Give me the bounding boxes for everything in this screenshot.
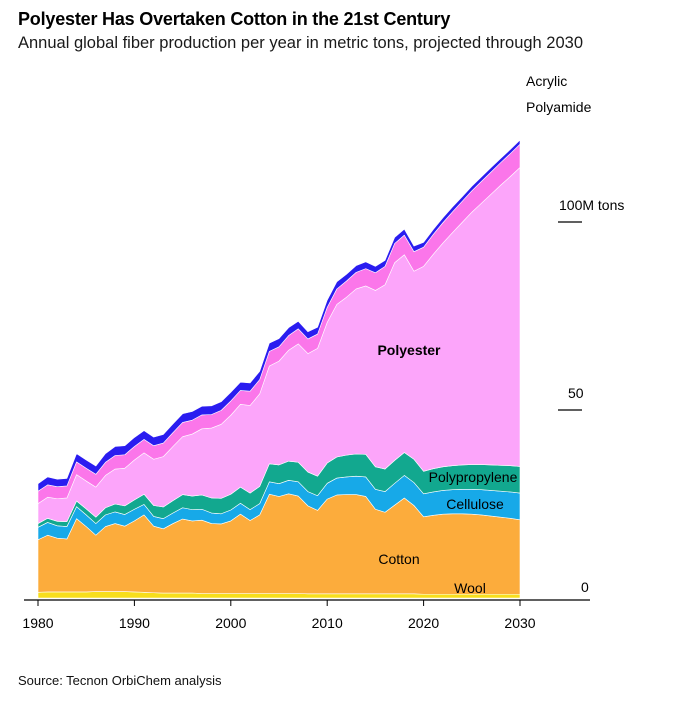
- x-tick-label-1990: 1990: [119, 615, 150, 631]
- area-acrylic: [37, 139, 521, 492]
- x-tick-label-2010: 2010: [312, 615, 343, 631]
- series-label-cotton: Cotton: [378, 551, 419, 567]
- y-axis: 0 50 100M tons: [558, 197, 624, 595]
- series-label-polyester: Polyester: [377, 342, 441, 358]
- x-tick-label-1980: 1980: [22, 615, 53, 631]
- series-label-acrylic: Acrylic: [526, 73, 567, 89]
- y-tick-label-100: 100M tons: [559, 197, 624, 213]
- y-tick-label-0: 0: [581, 579, 589, 595]
- x-tick-label-2030: 2030: [504, 615, 535, 631]
- series-label-wool: Wool: [454, 580, 486, 596]
- chart-title: Polyester Has Overtaken Cotton in the 21…: [18, 9, 451, 29]
- source-note: Source: Tecnon OrbiChem analysis: [18, 673, 222, 688]
- series-label-polyamide: Polyamide: [526, 99, 592, 115]
- series-label-polypropylene: Polypropylene: [429, 469, 518, 485]
- series-label-cellulose: Cellulose: [446, 496, 504, 512]
- chart-subtitle: Annual global fiber production per year …: [18, 34, 584, 52]
- series-labels: Acrylic Polyamide Polyester Polypropylene Ce…: [377, 73, 591, 596]
- area-series-group: [37, 139, 521, 599]
- x-tick-label-2020: 2020: [408, 615, 439, 631]
- y-tick-label-50: 50: [568, 385, 584, 401]
- x-tick-label-2000: 2000: [215, 615, 246, 631]
- x-axis: 1980 1990 2000 2010 2020 2030: [22, 599, 590, 631]
